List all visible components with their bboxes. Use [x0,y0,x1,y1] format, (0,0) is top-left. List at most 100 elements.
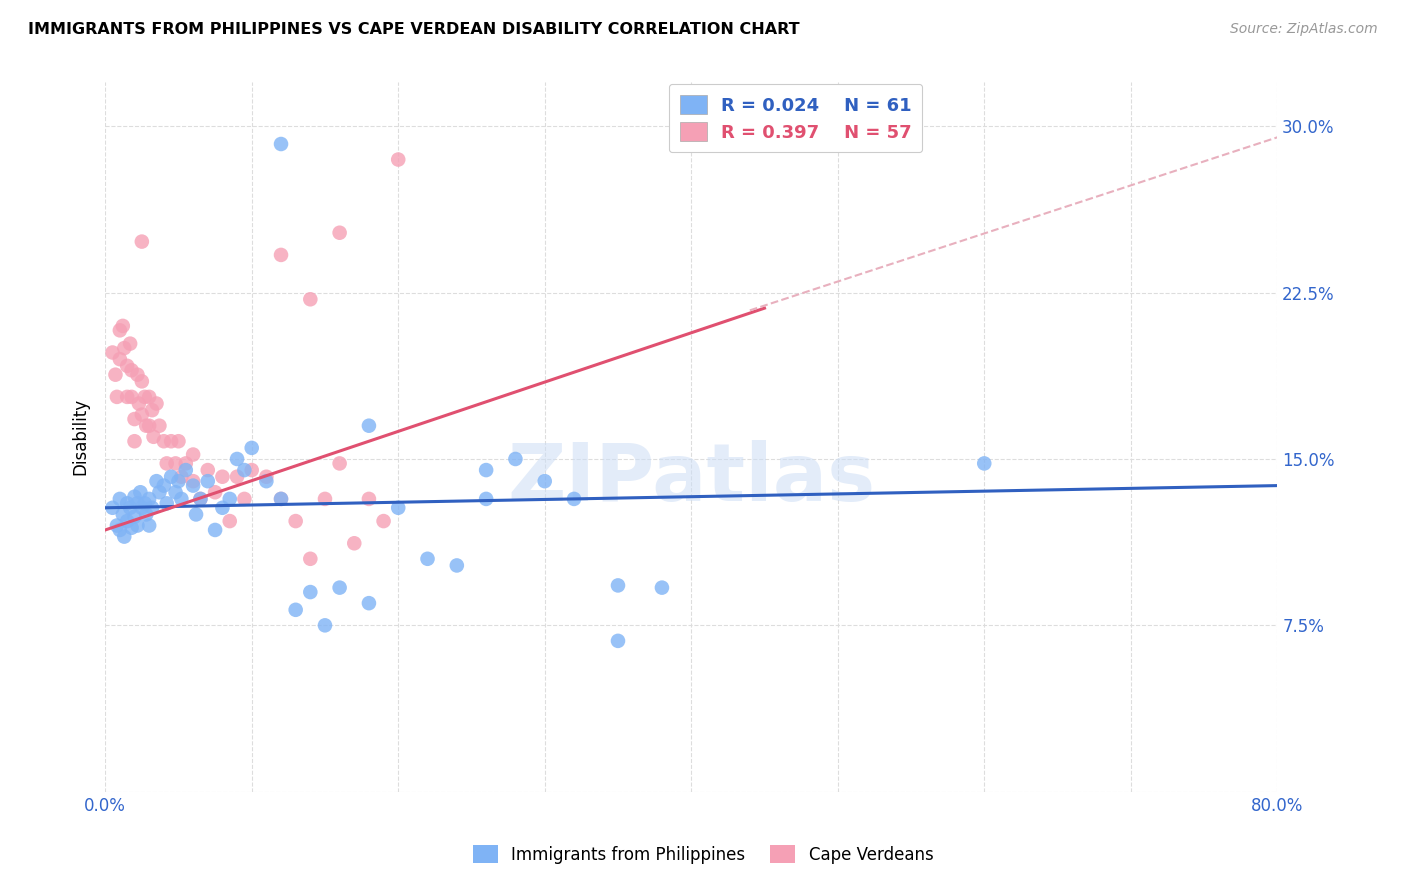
Point [197,474,219,488]
Point [181,474,204,488]
Point [343,536,366,550]
Point [329,457,352,471]
Point [112,530,135,544]
Point [138,390,160,404]
Point [446,558,468,573]
Point [127,368,149,382]
Point [121,390,143,404]
Point [190,491,212,506]
Point [211,469,233,483]
Point [197,463,219,477]
Point [240,463,263,477]
Point [387,500,409,515]
Point [120,336,142,351]
Point [254,469,277,483]
Point [284,603,307,617]
Point [299,551,322,566]
Point [184,508,207,522]
Point [148,485,170,500]
Point [121,521,143,535]
Point [135,418,157,433]
Point [142,430,165,444]
Point [115,514,138,528]
Point [156,457,179,471]
Point [105,518,128,533]
Point [129,485,152,500]
Point [108,491,131,506]
Point [141,403,163,417]
Point [131,375,153,389]
Text: IMMIGRANTS FROM PHILIPPINES VS CAPE VERDEAN DISABILITY CORRELATION CHART: IMMIGRANTS FROM PHILIPPINES VS CAPE VERD… [28,22,800,37]
Point [167,474,190,488]
Point [314,491,336,506]
Point [131,235,153,249]
Point [105,390,128,404]
Point [108,323,131,337]
Point [141,500,163,515]
Point [233,463,256,477]
Point [104,368,127,382]
Point [211,500,233,515]
Point [270,136,292,151]
Point [124,509,146,524]
Point [108,352,131,367]
Point [651,581,673,595]
Point [138,518,160,533]
Point [138,418,160,433]
Point [134,496,156,510]
Point [218,491,240,506]
Point [190,491,212,506]
Point [111,318,134,333]
Point [167,434,190,449]
Point [505,452,527,467]
Point [562,491,585,506]
Point [226,469,249,483]
Text: Source: ZipAtlas.com: Source: ZipAtlas.com [1230,22,1378,37]
Point [170,491,193,506]
Point [299,293,322,307]
Point [128,396,150,410]
Point [270,491,292,506]
Point [357,418,380,433]
Point [174,457,197,471]
Point [233,491,256,506]
Point [607,633,630,648]
Point [218,514,240,528]
Point [314,618,336,632]
Point [357,491,380,506]
Point [115,496,138,510]
Point [240,441,263,455]
Point [120,500,142,515]
Legend: Immigrants from Philippines, Cape Verdeans: Immigrants from Philippines, Cape Verdea… [465,838,941,871]
Point [156,496,179,510]
Point [160,434,183,449]
Y-axis label: Disability: Disability [72,398,89,475]
Point [373,514,395,528]
Point [181,448,204,462]
Point [111,508,134,522]
Point [101,345,124,359]
Point [270,491,292,506]
Point [387,153,409,167]
Point [329,226,352,240]
Point [145,396,167,410]
Point [160,469,183,483]
Point [138,491,160,506]
Legend: R = 0.024    N = 61, R = 0.397    N = 57: R = 0.024 N = 61, R = 0.397 N = 57 [669,84,922,153]
Point [131,500,153,515]
Point [284,514,307,528]
Point [607,578,630,592]
Point [101,500,124,515]
Point [165,485,187,500]
Point [121,363,143,377]
Point [148,418,170,433]
Point [357,596,380,610]
Point [124,490,146,504]
Point [416,551,439,566]
Point [124,434,146,449]
Point [165,457,187,471]
Point [533,474,555,488]
Point [170,469,193,483]
Point [135,508,157,522]
Point [112,341,135,355]
